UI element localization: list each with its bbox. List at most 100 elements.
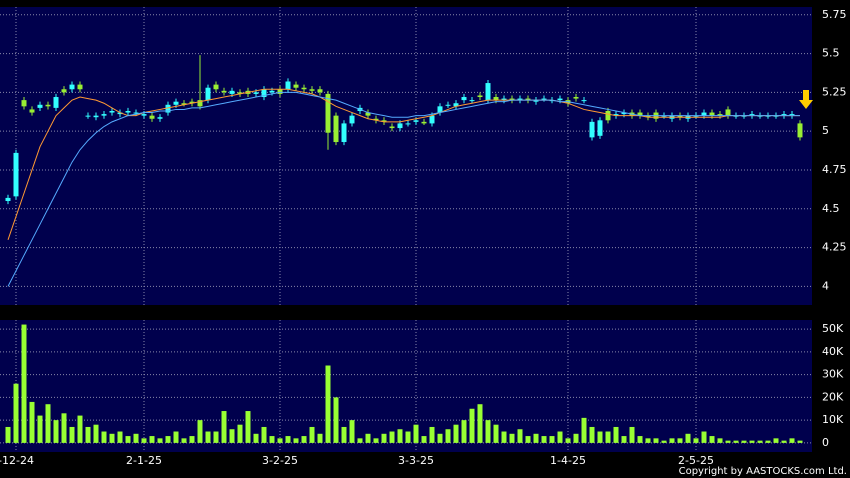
candle-body (597, 120, 603, 136)
volume-bar (661, 440, 667, 443)
candle-body (493, 97, 499, 101)
volume-bar (317, 433, 323, 443)
candle-body (213, 84, 219, 90)
candle-body (709, 112, 715, 116)
volume-bar (773, 438, 779, 443)
x-tick-label: 2-1-25 (126, 454, 162, 467)
candle-body (93, 115, 99, 118)
candle-body (117, 112, 123, 115)
volume-bar (797, 440, 803, 443)
candle-body (69, 84, 75, 90)
volume-bar (429, 426, 435, 443)
latest-arrow (799, 90, 813, 109)
volume-bar (701, 431, 707, 443)
candle-body (365, 112, 371, 116)
volume-bar (565, 438, 571, 443)
volume-bar (5, 426, 11, 443)
candle-body (309, 89, 315, 91)
volume-bar (173, 431, 179, 443)
volume-bar (533, 433, 539, 443)
candle-body (437, 106, 443, 113)
candle-body (421, 121, 427, 124)
candle-body (341, 123, 347, 143)
volume-bar (445, 429, 451, 443)
candle-body (101, 114, 107, 116)
volume-bar (669, 438, 675, 443)
volume-bar (53, 420, 59, 443)
candle-body (261, 89, 267, 98)
volume-bar (717, 438, 723, 443)
volume-bar (373, 438, 379, 443)
volume-bar (709, 436, 715, 443)
y-tick-label: 4 (822, 279, 829, 292)
candle-body (181, 103, 187, 105)
candle-body (277, 89, 283, 94)
volume-bar (621, 436, 627, 443)
volume-bar (781, 440, 787, 443)
y-tick-label: 4.5 (822, 202, 840, 215)
volume-bar (541, 436, 547, 443)
volume-bar (725, 440, 731, 443)
volume-bar (645, 438, 651, 443)
volume-bar (69, 426, 75, 443)
y-tick-label: 4.75 (822, 163, 847, 176)
candle-body (701, 112, 707, 116)
volume-bar (557, 431, 563, 443)
candle-body (789, 114, 795, 116)
candle-body (469, 100, 475, 102)
x-tick-label: -12-24 (0, 454, 34, 467)
volume-bar (37, 415, 43, 443)
y-tick-label: 5 (822, 124, 829, 137)
candle-body (485, 83, 491, 101)
volume-bar (741, 440, 747, 443)
x-tick-label: 2-5-25 (678, 454, 714, 467)
candle-body (725, 109, 731, 116)
volume-bar (509, 433, 515, 443)
candle-body (589, 121, 595, 138)
candle-body (781, 114, 787, 116)
volume-bar (405, 431, 411, 443)
volume-bar (525, 436, 531, 443)
candle-body (53, 97, 59, 108)
x-tick-label: 1-4-25 (550, 454, 586, 467)
y-tick-label: 10K (822, 413, 844, 426)
candle-body (109, 110, 115, 113)
volume-bar (629, 426, 635, 443)
volume-bar (421, 436, 427, 443)
volume-bar (229, 429, 235, 443)
candle-body (317, 89, 323, 93)
moving-average (7, 91, 800, 287)
volume-bar (357, 438, 363, 443)
volume-bar (549, 436, 555, 443)
volume-bar (637, 436, 643, 443)
x-tick-label: 3-3-25 (398, 454, 434, 467)
volume-bar (413, 424, 419, 443)
y-tick-label: 4.25 (822, 241, 847, 254)
volume-bar (181, 438, 187, 443)
candle-body (517, 98, 523, 101)
candle-body (45, 104, 51, 107)
volume-bar (501, 431, 507, 443)
candle-body (229, 90, 235, 94)
y-tick-label: 5.25 (822, 85, 847, 98)
candle-body (501, 98, 507, 101)
candle-body (349, 115, 355, 124)
candle-body (445, 104, 451, 106)
y-tick-label: 50K (822, 322, 844, 335)
volume-bar (101, 431, 107, 443)
candle-body (373, 118, 379, 121)
candle-body (173, 101, 179, 105)
candle-body (509, 98, 515, 101)
volume-bar (85, 426, 91, 443)
candle-body (29, 109, 35, 113)
candle-body (5, 197, 11, 202)
volume-bar (21, 324, 27, 443)
volume-bar (245, 411, 251, 443)
volume-bar (453, 424, 459, 443)
volume-bar (485, 420, 491, 443)
volume-bar (341, 426, 347, 443)
volume-bar (469, 408, 475, 443)
volume-bar (133, 433, 139, 443)
candle-body (149, 115, 155, 119)
